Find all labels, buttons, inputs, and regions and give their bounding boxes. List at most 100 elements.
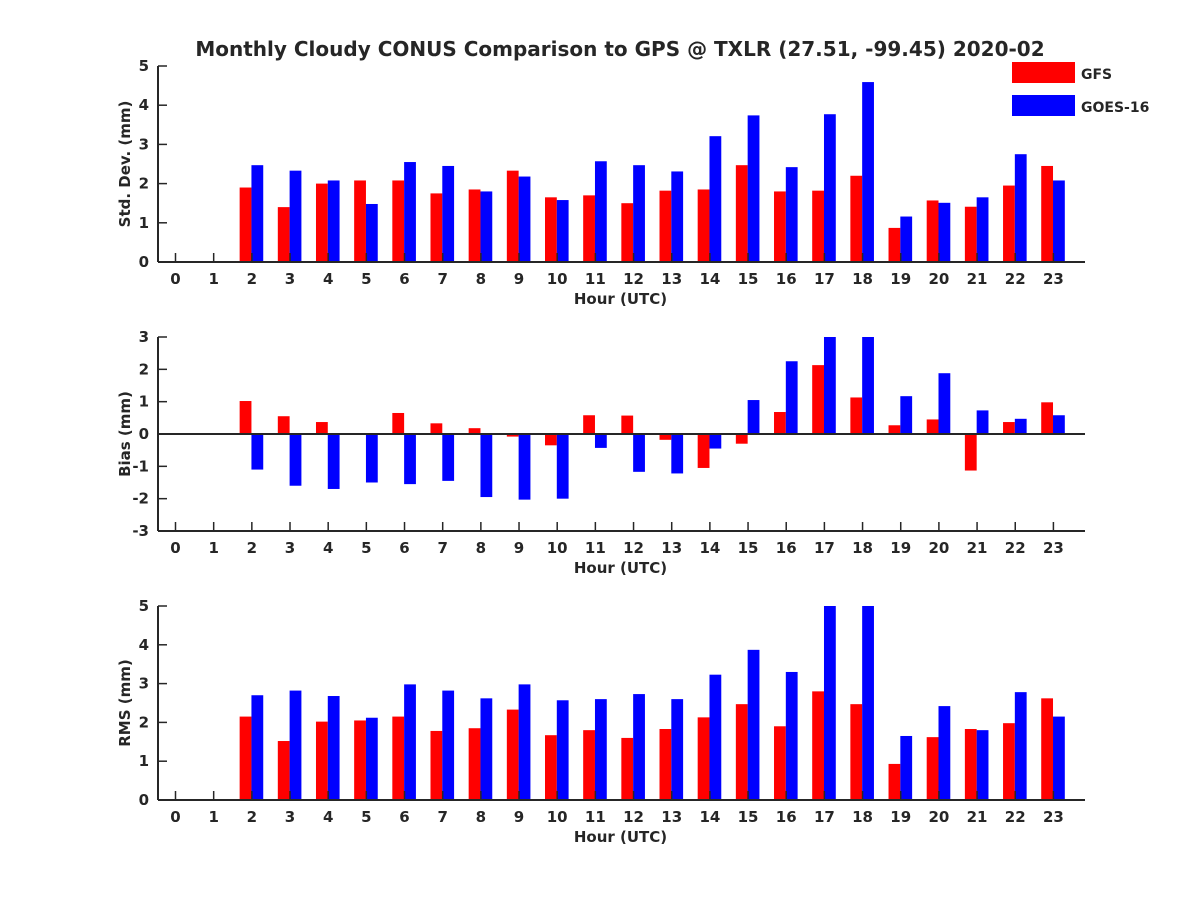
rms-bar-goes16-h15 xyxy=(747,649,760,800)
std-x-tick-label: 7 xyxy=(437,270,447,288)
bias-bar-goes16-h11 xyxy=(594,434,607,448)
std-x-tick-label: 6 xyxy=(399,270,409,288)
std-bar-gfs-h4 xyxy=(315,183,328,262)
bias-y-axis-label: Bias (mm) xyxy=(116,391,134,477)
bias-bar-gfs-h4 xyxy=(315,422,328,434)
std-x-tick-label: 3 xyxy=(285,270,295,288)
std-bar-goes16-h8 xyxy=(480,191,493,262)
bias-x-tick-label: 1 xyxy=(208,539,218,557)
std-x-tick-label: 17 xyxy=(814,270,835,288)
rms-bar-gfs-h18 xyxy=(850,704,863,800)
rms-x-tick-label: 22 xyxy=(1005,808,1026,826)
std-bar-gfs-h8 xyxy=(468,189,481,262)
std-y-tick-label: 2 xyxy=(139,175,149,193)
std-y-tick-label: 4 xyxy=(139,96,149,114)
rms-x-tick-label: 2 xyxy=(247,808,257,826)
std-x-tick-label: 4 xyxy=(323,270,333,288)
std-bar-goes16-h9 xyxy=(518,176,531,262)
std-bar-gfs-h11 xyxy=(583,195,595,262)
bias-bar-goes16-h14 xyxy=(709,434,722,449)
std-y-axis-label: Std. Dev. (mm) xyxy=(116,101,134,228)
bias-x-tick-label: 15 xyxy=(738,539,759,557)
rms-bar-goes16-h19 xyxy=(900,735,913,800)
rms-y-tick-label: 0 xyxy=(139,791,149,809)
std-bar-goes16-h2 xyxy=(251,165,264,262)
rms-x-tick-label: 15 xyxy=(738,808,759,826)
rms-x-tick-label: 13 xyxy=(661,808,682,826)
bias-x-tick-label: 2 xyxy=(247,539,257,557)
std-bar-gfs-h17 xyxy=(812,190,824,262)
bias-y-tick-label: -1 xyxy=(132,457,149,475)
rms-bar-gfs-h3 xyxy=(277,741,290,800)
std-x-tick-label: 9 xyxy=(514,270,524,288)
rms-bar-goes16-h14 xyxy=(709,674,722,800)
bias-bar-goes16-h23 xyxy=(1053,415,1065,434)
std-bar-gfs-h14 xyxy=(697,189,710,262)
bias-bar-gfs-h14 xyxy=(697,434,710,468)
rms-bar-gfs-h12 xyxy=(621,737,634,800)
std-bar-gfs-h5 xyxy=(354,180,366,262)
rms-bar-goes16-h10 xyxy=(556,700,569,800)
bias-bar-goes16-h8 xyxy=(480,434,493,498)
std-bar-goes16-h13 xyxy=(671,171,684,262)
rms-x-tick-label: 0 xyxy=(170,808,180,826)
bias-x-tick-label: 23 xyxy=(1043,539,1064,557)
rms-bar-gfs-h15 xyxy=(735,704,748,800)
rms-bar-gfs-h20 xyxy=(926,737,939,800)
std-x-tick-label: 8 xyxy=(476,270,486,288)
std-bar-goes16-h19 xyxy=(900,216,913,262)
std-bar-goes16-h3 xyxy=(289,170,302,262)
std-x-tick-label: 13 xyxy=(661,270,682,288)
std-bar-gfs-h18 xyxy=(850,175,863,262)
bias-bar-goes16-h16 xyxy=(785,361,798,434)
std-x-tick-label: 18 xyxy=(852,270,873,288)
std-bar-goes16-h16 xyxy=(785,167,798,262)
std-bar-goes16-h15 xyxy=(747,115,760,262)
rms-x-tick-label: 17 xyxy=(814,808,835,826)
std-y-tick-label: 3 xyxy=(139,135,149,153)
legend-swatch-goes16 xyxy=(1012,95,1075,116)
std-x-tick-label: 11 xyxy=(585,270,606,288)
rms-x-tick-label: 3 xyxy=(285,808,295,826)
std-bar-gfs-h21 xyxy=(964,206,977,262)
std-x-tick-label: 21 xyxy=(967,270,988,288)
bias-x-tick-label: 5 xyxy=(361,539,371,557)
std-bar-gfs-h22 xyxy=(1003,185,1015,262)
std-bar-gfs-h15 xyxy=(735,165,748,262)
std-x-tick-label: 5 xyxy=(361,270,371,288)
rms-x-tick-label: 12 xyxy=(623,808,644,826)
rms-bar-goes16-h16 xyxy=(785,671,798,800)
rms-bar-goes16-h12 xyxy=(633,694,645,800)
bias-x-tick-label: 20 xyxy=(928,539,949,557)
rms-x-tick-label: 21 xyxy=(967,808,988,826)
bias-x-tick-label: 19 xyxy=(890,539,911,557)
legend: GFS GOES-16 xyxy=(1012,62,1149,116)
bias-bar-goes16-h13 xyxy=(671,434,684,474)
std-x-tick-label: 19 xyxy=(890,270,911,288)
rms-x-tick-label: 20 xyxy=(928,808,949,826)
std-bar-gfs-h16 xyxy=(774,191,786,262)
std-bar-goes16-h18 xyxy=(862,82,874,262)
std-bar-goes16-h7 xyxy=(442,165,455,262)
bias-bar-goes16-h20 xyxy=(938,373,951,434)
rms-bar-goes16-h6 xyxy=(404,684,416,800)
rms-bar-goes16-h3 xyxy=(289,690,302,800)
bias-y-tick-label: 0 xyxy=(139,425,149,443)
bias-x-tick-label: 17 xyxy=(814,539,835,557)
rms-bar-goes16-h21 xyxy=(976,730,989,800)
bias-x-tick-label: 10 xyxy=(547,539,568,557)
bias-x-tick-label: 9 xyxy=(514,539,524,557)
bias-x-tick-label: 11 xyxy=(585,539,606,557)
rms-x-tick-label: 9 xyxy=(514,808,524,826)
legend-label-gfs: GFS xyxy=(1081,67,1112,83)
bias-bar-gfs-h15 xyxy=(735,434,748,444)
std-x-tick-label: 23 xyxy=(1043,270,1064,288)
bias-bar-gfs-h16 xyxy=(774,412,786,434)
std-bar-gfs-h6 xyxy=(392,180,405,262)
rms-bar-gfs-h21 xyxy=(964,729,977,800)
std-bar-goes16-h17 xyxy=(823,114,836,262)
rms-bar-gfs-h23 xyxy=(1041,698,1054,800)
bias-x-tick-label: 21 xyxy=(967,539,988,557)
